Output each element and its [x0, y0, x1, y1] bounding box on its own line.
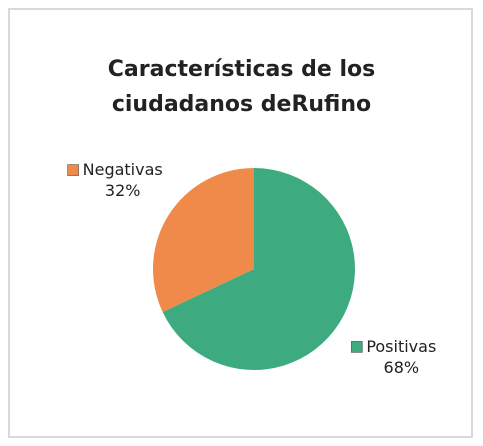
chart-title: Características de los ciudadanos deRufi… — [107, 57, 376, 117]
legend-swatch — [67, 164, 79, 176]
chart-frame — [8, 8, 473, 438]
data-label: 32% — [105, 181, 141, 200]
legend-swatch — [351, 341, 363, 353]
legend-label: Positivas — [366, 337, 436, 356]
pie-slice — [162, 168, 355, 370]
legend-label: Negativas — [83, 160, 163, 179]
data-label: 68% — [384, 358, 420, 377]
pie-slice — [153, 168, 254, 313]
